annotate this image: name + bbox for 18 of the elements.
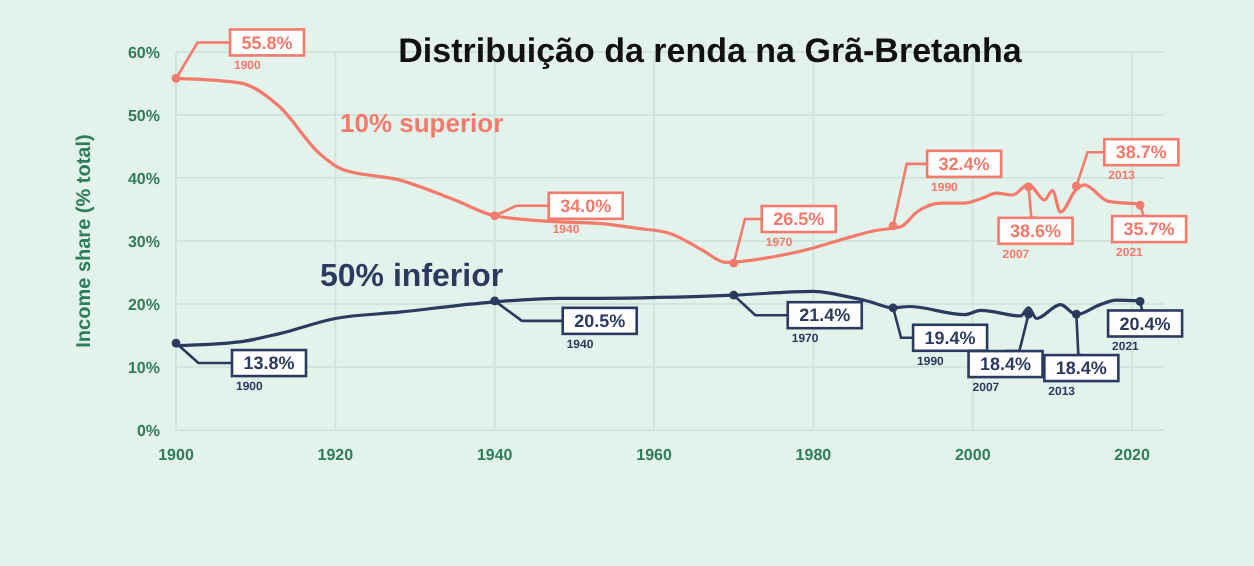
y-axis-title: Income share (% total) bbox=[74, 134, 96, 348]
y-tick-label: 50% bbox=[127, 106, 160, 125]
y-tick-label: 10% bbox=[127, 358, 160, 377]
y-tick-label: 0% bbox=[136, 421, 160, 440]
y-tick-label: 40% bbox=[127, 169, 160, 188]
x-tick-label: 1960 bbox=[636, 445, 673, 464]
series-label: 10% superior bbox=[340, 108, 504, 138]
y-tick-label: 20% bbox=[127, 295, 160, 314]
series-label: 50% inferior bbox=[320, 260, 504, 294]
y-tick-label: 30% bbox=[127, 232, 160, 251]
x-tick-label: 2020 bbox=[1114, 445, 1152, 464]
y-tick-label: 60% bbox=[127, 43, 160, 62]
x-tick-label: 2000 bbox=[954, 445, 992, 464]
x-tick-label: 1980 bbox=[795, 445, 833, 464]
x-tick-label: 1900 bbox=[158, 445, 195, 464]
x-tick-label: 1940 bbox=[476, 445, 514, 464]
chart-title: Distribuição da renda na Grã-Bretanha bbox=[398, 32, 1023, 70]
x-tick-label: 1920 bbox=[317, 445, 355, 464]
